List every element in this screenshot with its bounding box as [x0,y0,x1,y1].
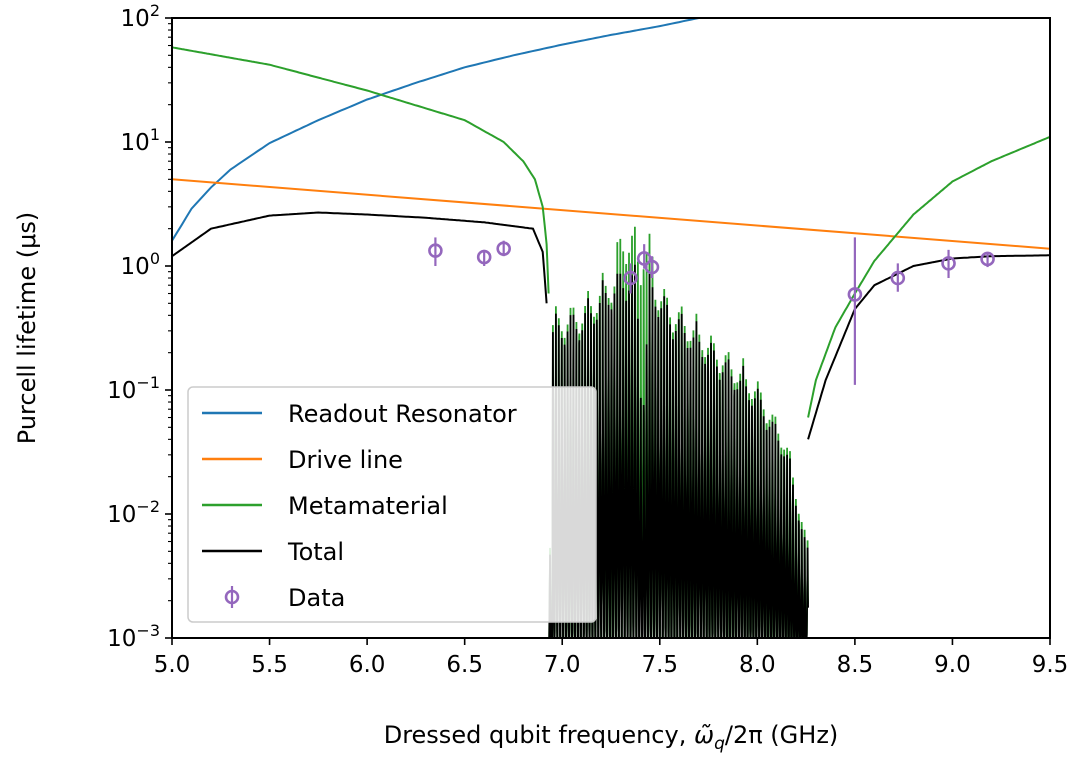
data-marker-9 [941,256,956,271]
x-tick-label-8.5: 8.5 [837,652,874,678]
y-tick-label-2: 102 [121,1,160,32]
x-tick-label-7.0: 7.0 [544,652,581,678]
data-marker-7 [847,287,863,302]
x-tick-label-5.5: 5.5 [251,652,288,678]
x-tick-label-9.0: 9.0 [934,652,971,678]
data-marker-8 [890,270,906,286]
data-point-8 [890,263,906,292]
x-tick-label-8.0: 8.0 [739,652,776,678]
metamaterial-line-left [172,46,550,294]
data-marker-4 [623,270,638,286]
data-point-1 [428,237,443,266]
axes-frame [171,17,1051,639]
data-marker-2 [476,249,492,265]
x-tick-label-9.5: 9.5 [1032,652,1069,678]
data-marker-1 [428,243,443,258]
y-tick-label-−2: 10−2 [107,497,160,528]
y-tick-label-0: 100 [121,249,160,280]
legend-label-total: Total [287,538,344,566]
x-axis-label: Dressed qubit frequency, ω̃q/2π (GHz) [384,721,839,754]
legend-label-drive-line: Drive line [288,446,403,474]
data-marker-3 [496,241,511,256]
total-line-right [807,254,1050,440]
x-tick-label-7.5: 7.5 [641,652,678,678]
x-tick-label-6.5: 6.5 [446,652,483,678]
metamaterial-line-right [807,135,1050,418]
y-tick-label-1: 101 [121,125,160,156]
data-point-5 [636,244,652,269]
legend-box [187,386,597,623]
data-point-4 [623,263,638,294]
legend-label-readout-resonator: Readout Resonator [288,400,517,428]
data-point-3 [496,240,511,257]
data-point-2 [476,249,492,266]
data-point-6 [644,256,660,279]
legend-label-metamaterial: Metamaterial [288,492,448,520]
legend-swatch-data [224,589,240,605]
y-tick-label-−3: 10−3 [107,621,160,652]
data-marker-5 [636,251,652,266]
y-axis-label: Purcell lifetime (μs) [13,212,41,444]
data-marker-6 [644,259,660,275]
legend-label-data: Data [288,584,345,612]
total-line-left [172,211,548,304]
data-marker-10 [980,251,995,267]
x-tick-label-5.0: 5.0 [154,652,191,678]
drive-line-line [172,178,1050,250]
x-tick-label-6.0: 6.0 [349,652,386,678]
data-point-9 [941,249,956,279]
legend: Readout Resonator Drive line Metamaterial T… [187,386,597,623]
y-tick-label-−1: 10−1 [107,373,160,404]
axes: 5.0 5.5 6.0 6.5 7.0 7.5 8.0 8.5 9.0 9.5 102 101 100 1… [13,1,1068,754]
data-point-7 [847,237,863,385]
data-point-10 [980,251,995,268]
readout-resonator-line [172,18,700,242]
